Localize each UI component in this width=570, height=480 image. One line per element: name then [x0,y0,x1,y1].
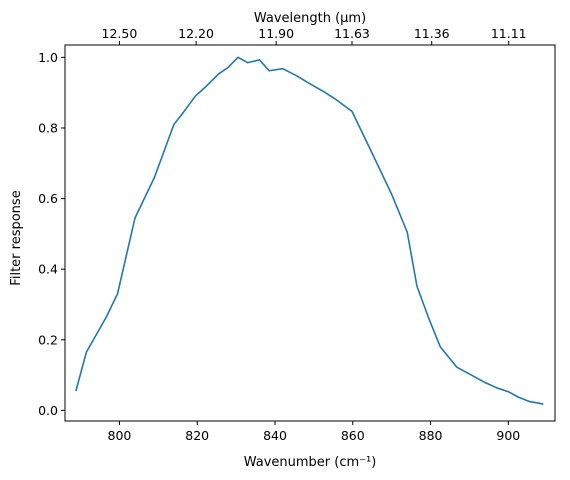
series-group [75,56,544,405]
y-axis-ticks: 0.0 0.2 0.4 0.6 0.8 1.0 [38,50,65,418]
plot-frame [64,44,556,422]
y-tick-label: 0.2 [38,332,58,347]
plot-area [64,44,556,422]
x-tick-label: 880 [419,428,443,443]
x-tick-label: 820 [185,428,209,443]
y-tick-label: 0.6 [38,191,58,206]
top-x-axis-label: Wavelength (μm) [254,11,366,26]
y-tick-label: 0.4 [38,262,58,277]
y-axis-label: Filter response [9,190,24,285]
top-tick-label: 11.63 [334,26,370,41]
top-x-axis-ticks: 12.50 12.20 11.90 11.63 11.36 11.11 [102,26,527,45]
x-tick-label: 900 [496,428,520,443]
y-tick-label: 0.0 [38,403,58,418]
top-tick-label: 11.11 [491,26,527,41]
top-tick-label: 12.20 [178,26,214,41]
x-tick-label: 800 [108,428,132,443]
x-tick-label: 860 [341,428,365,443]
bottom-x-axis-ticks: 800 820 840 860 880 900 [108,421,520,443]
x-tick-label: 840 [263,428,287,443]
x-axis-label: Wavenumber (cm⁻¹) [244,455,377,470]
filter-response-line [75,56,544,405]
top-tick-label: 11.36 [414,26,450,41]
top-tick-label: 11.90 [258,26,294,41]
y-tick-label: 0.8 [38,120,58,135]
top-tick-label: 12.50 [102,26,138,41]
y-tick-label: 1.0 [38,50,58,65]
